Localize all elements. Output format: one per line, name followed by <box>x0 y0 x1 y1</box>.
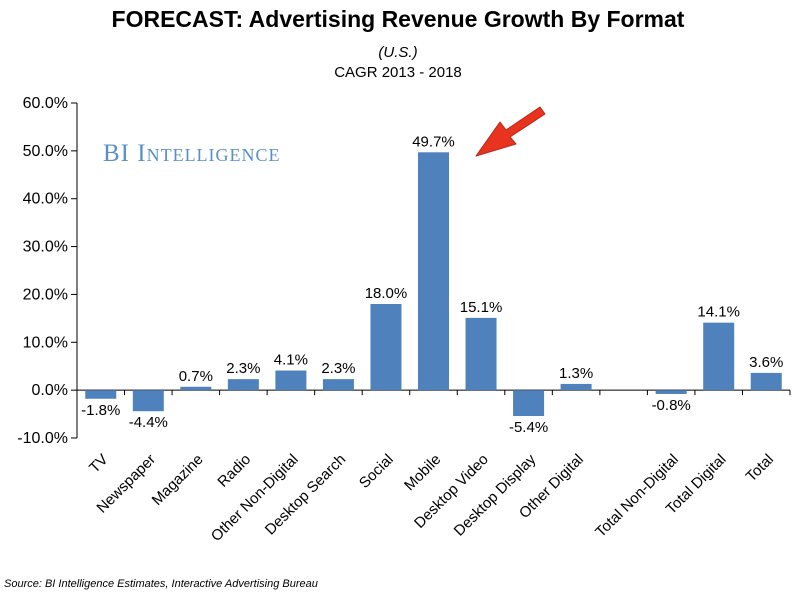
data-label: 3.6% <box>749 354 783 371</box>
data-label: 2.3% <box>226 360 260 377</box>
data-label: 4.1% <box>274 352 308 369</box>
data-label: 18.0% <box>365 285 408 302</box>
bar <box>418 152 449 391</box>
category-label: Social <box>356 451 397 492</box>
data-label: -1.8% <box>81 402 120 419</box>
y-tick-label: 0.0% <box>32 382 68 399</box>
chart-subtitle: (U.S.) <box>378 44 418 61</box>
data-label: 0.7% <box>179 368 213 385</box>
bar <box>513 390 545 416</box>
data-label: -0.8% <box>652 397 691 414</box>
y-tick-label: 50.0% <box>23 143 68 160</box>
y-tick-label: 60.0% <box>23 95 68 112</box>
category-label: Radio <box>214 451 254 491</box>
bar <box>465 317 497 391</box>
bar <box>370 304 402 391</box>
bar <box>180 386 212 391</box>
category-label: Desktop Display <box>451 451 540 540</box>
bar <box>560 383 592 391</box>
y-tick-label: 10.0% <box>23 334 68 351</box>
category-label: Total <box>743 451 777 485</box>
category-label: Mobile <box>401 451 444 494</box>
bar <box>132 390 164 412</box>
bar <box>275 370 307 391</box>
category-label: Other Non-Digital <box>208 451 302 545</box>
category-label: Total Non-Digital <box>592 451 682 541</box>
data-label: 49.7% <box>412 133 455 150</box>
chart-subtitle-cagr: CAGR 2013 - 2018 <box>334 64 462 81</box>
bar <box>85 390 117 399</box>
category-label: Desktop Search <box>262 451 349 538</box>
category-label: Magazine <box>149 451 207 509</box>
data-label: -4.4% <box>129 414 168 431</box>
y-tick-label: 30.0% <box>23 239 68 256</box>
bar <box>703 322 735 391</box>
bar <box>322 379 354 391</box>
bar <box>750 372 782 391</box>
chart-title: FORECAST: Advertising Revenue Growth By … <box>111 6 685 32</box>
bar <box>227 379 259 391</box>
y-tick-label: 20.0% <box>23 286 68 303</box>
source-note: Source: BI Intelligence Estimates, Inter… <box>4 578 318 590</box>
annotation-arrow-icon <box>475 106 546 157</box>
y-tick-label: 40.0% <box>23 191 68 208</box>
data-label: -5.4% <box>509 419 548 436</box>
bar <box>655 390 687 394</box>
data-label: 14.1% <box>697 304 740 321</box>
category-label: TV <box>86 451 112 477</box>
data-label: 15.1% <box>460 299 503 316</box>
y-tick-label: -10.0% <box>17 430 68 447</box>
data-label: 2.3% <box>321 360 355 377</box>
watermark-logo: BI Intelligence <box>103 140 281 167</box>
data-label: 1.3% <box>559 365 593 382</box>
